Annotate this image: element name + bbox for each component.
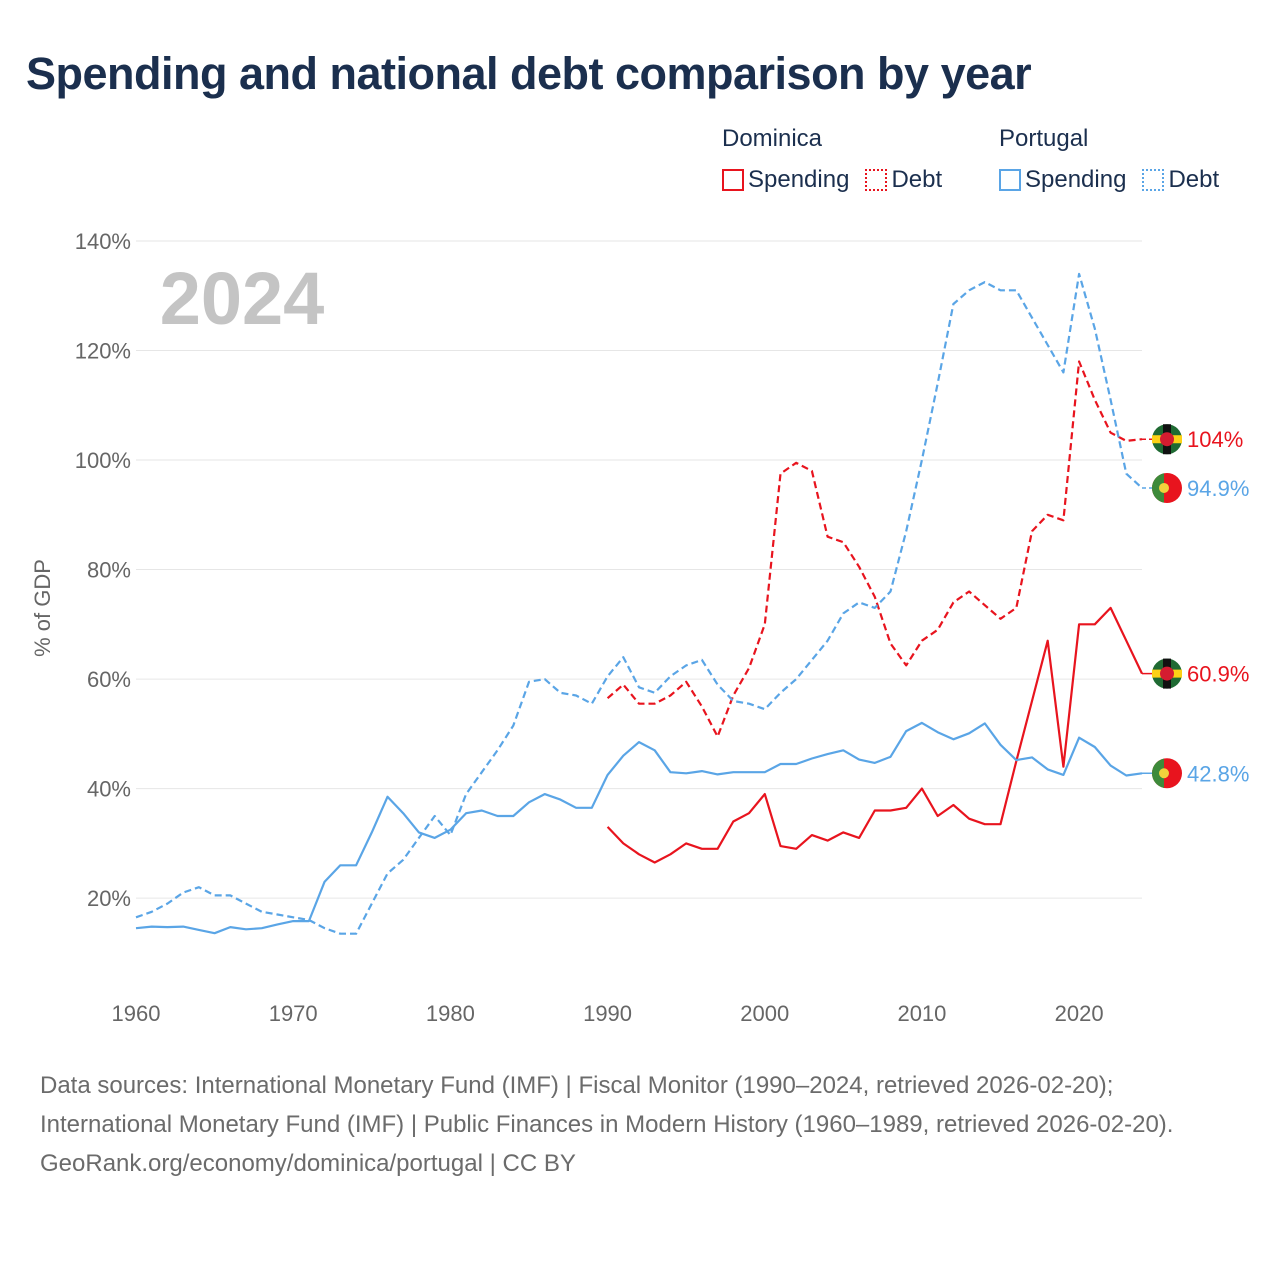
- legend-swatch-dotted-icon: [865, 169, 888, 191]
- dominica-flag-icon: [1152, 424, 1182, 455]
- legend-dominica-debt[interactable]: Debt: [865, 166, 942, 194]
- y-tick-label: 100%: [75, 448, 131, 473]
- y-tick-labels: 20% 40% 60% 80% 100% 120% 140%: [75, 229, 131, 911]
- legend-portugal-spending[interactable]: Spending: [999, 166, 1126, 194]
- legend-portugal: Portugal Spending Debt: [999, 124, 1219, 194]
- dominica-flag-icon: [1152, 658, 1182, 689]
- legend-swatch-solid-icon: [999, 169, 1021, 191]
- y-tick-label: 20%: [87, 886, 131, 911]
- chart-title: Spending and national debt comparison by…: [26, 48, 1032, 99]
- series-line-portugal-debt[interactable]: [135, 272, 1143, 935]
- legend-dominica-debt-label: Debt: [891, 166, 943, 193]
- year-watermark: 2024: [160, 257, 325, 340]
- y-tick-label: 120%: [75, 339, 131, 364]
- grid-lines: [136, 240, 1142, 899]
- y-tick-label: 140%: [75, 229, 131, 254]
- source-link[interactable]: GeoRank.org/economy/dominica/portugal | …: [40, 1150, 576, 1177]
- portugal-flag-icon: [1151, 472, 1182, 503]
- legend-dominica: Dominica Spending Debt: [722, 124, 942, 194]
- portugal-flag-icon: [1151, 758, 1182, 789]
- x-tick-label: 1970: [269, 1001, 318, 1026]
- legend-portugal-spending-label: Spending: [1025, 166, 1127, 193]
- x-tick-label: 2000: [740, 1001, 789, 1026]
- x-tick-label: 2010: [897, 1001, 946, 1026]
- series-end-label: 60.9%: [1187, 662, 1249, 687]
- x-tick-label: 1990: [583, 1001, 632, 1026]
- source-note: Data sources: International Monetary Fun…: [40, 1066, 1240, 1183]
- legend-portugal-name: Portugal: [999, 125, 1089, 152]
- series-end-label: 94.9%: [1187, 476, 1249, 501]
- legend-portugal-debt-label: Debt: [1168, 166, 1220, 193]
- legend-dominica-name: Dominica: [722, 125, 823, 152]
- legend-swatch-solid-icon: [722, 169, 744, 191]
- y-axis-label: % of GDP: [30, 559, 55, 657]
- legend-dominica-spending-label: Spending: [748, 166, 850, 193]
- x-tick-label: 2020: [1055, 1001, 1104, 1026]
- series-end-label: 42.8%: [1187, 761, 1249, 786]
- series-end-markers: 104% 94.9% 60.9% 42.8%: [1142, 424, 1249, 789]
- series-line-dominica-debt[interactable]: [606, 360, 1143, 738]
- x-tick-label: 1980: [426, 1001, 475, 1026]
- y-tick-label: 60%: [87, 667, 131, 692]
- x-tick-label: 1960: [112, 1001, 161, 1026]
- legend-portugal-debt[interactable]: Debt: [1142, 166, 1219, 194]
- legend-dominica-spending[interactable]: Spending: [722, 166, 849, 194]
- legend-swatch-dotted-icon: [1142, 169, 1165, 191]
- series-end-label: 104%: [1187, 427, 1243, 452]
- series-line-dominica-spending[interactable]: [606, 606, 1143, 864]
- x-tick-labels: 1960 1970 1980 1990 2000 2010 2020: [112, 1001, 1104, 1026]
- source-text: Data sources: International Monetary Fun…: [40, 1072, 1174, 1138]
- y-tick-label: 80%: [87, 558, 131, 583]
- series-line-portugal-spending[interactable]: [135, 721, 1143, 935]
- line-chart: 20% 40% 60% 80% 100% 120% 140% 1960 1970 1980 199…: [30, 229, 1249, 1026]
- series-lines: [135, 272, 1143, 935]
- y-tick-label: 40%: [87, 777, 131, 802]
